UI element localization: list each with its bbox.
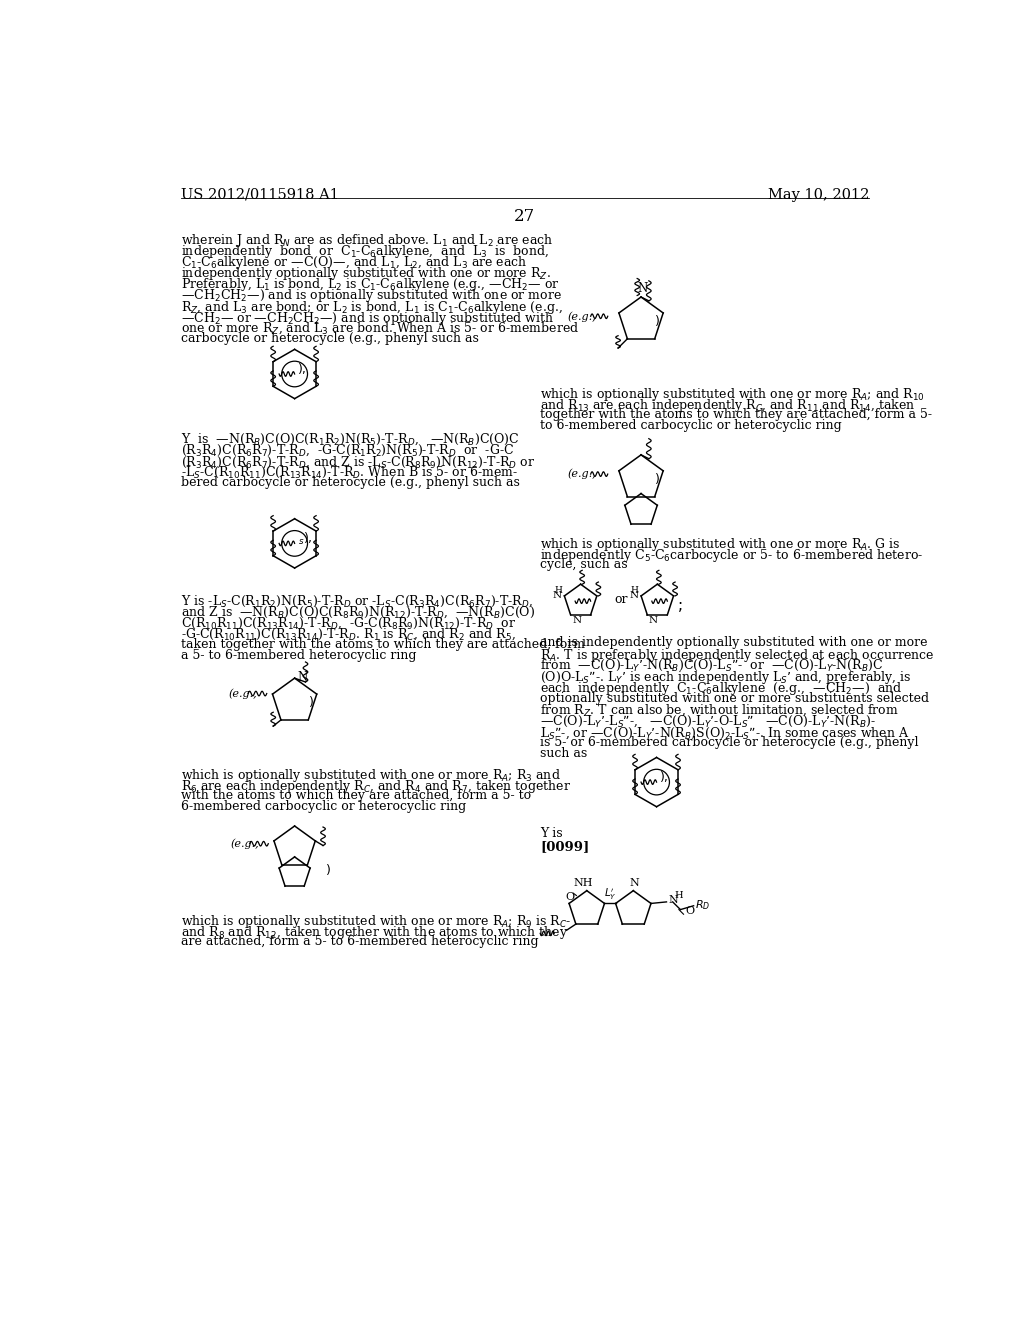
Text: which is optionally substituted with one or more R$_A$; and R$_{10}$: which is optionally substituted with one… xyxy=(541,385,925,403)
Text: ): ) xyxy=(326,863,331,876)
Text: H: H xyxy=(674,891,683,900)
Text: ): ) xyxy=(655,473,659,486)
Text: US 2012/0115918 A1: US 2012/0115918 A1 xyxy=(180,187,339,202)
Text: R$_Z$, and L$_3$ are bond; or L$_2$ is bond, L$_1$ is C$_1$-C$_6$alkylene (e.g.,: R$_Z$, and L$_3$ are bond; or L$_2$ is b… xyxy=(180,298,562,315)
Text: ): ) xyxy=(308,696,313,709)
Text: to 6-membered carbocyclic or heterocyclic ring: to 6-membered carbocyclic or heterocycli… xyxy=(541,418,842,432)
Text: and Z is  —N(R$_B$)C(O)C(R$_8$R$_9$)N(R$_{12}$)-T-R$_D$,  —N(R$_B$)C(O): and Z is —N(R$_B$)C(O)C(R$_8$R$_9$)N(R$_… xyxy=(180,605,535,620)
Text: May 10, 2012: May 10, 2012 xyxy=(768,187,869,202)
Text: -G-C(R$_{10}$R$_{11}$)C(R$_{13}$R$_{14}$)-T-R$_D$. R$_1$ is R$_C$, and R$_2$ and: -G-C(R$_{10}$R$_{11}$)C(R$_{13}$R$_{14}$… xyxy=(180,627,515,643)
Text: such as: such as xyxy=(541,747,588,760)
Text: Y  is  —N(R$_B$)C(O)C(R$_1$R$_2$)N(R$_5$)-T-R$_D$,   —N(R$_B$)C(O)C: Y is —N(R$_B$)C(O)C(R$_1$R$_2$)N(R$_5$)-… xyxy=(180,432,519,447)
Text: N: N xyxy=(638,281,648,294)
Text: (R$_3$R$_4$)C(R$_6$R$_7$)-T-R$_D$, and Z is -L$_S$-C(R$_8$R$_9$)N(R$_{12}$)-T-R$: (R$_3$R$_4$)C(R$_6$R$_7$)-T-R$_D$, and Z… xyxy=(180,454,535,470)
Text: H: H xyxy=(554,586,562,595)
Text: are attached, form a 5- to 6-membered heterocyclic ring: are attached, form a 5- to 6-membered he… xyxy=(180,936,539,948)
Text: which is optionally substituted with one or more R$_A$; R$_9$ is R$_{C}$-: which is optionally substituted with one… xyxy=(180,913,571,931)
Text: bered carbocycle or heterocycle (e.g., phenyl such as: bered carbocycle or heterocycle (e.g., p… xyxy=(180,477,519,490)
Text: H: H xyxy=(631,586,639,595)
Text: O: O xyxy=(565,892,574,902)
Text: $R_D$: $R_D$ xyxy=(695,898,711,912)
Text: N: N xyxy=(630,590,639,599)
Text: R$_A$. T is preferably independently selected at each occurrence: R$_A$. T is preferably independently sel… xyxy=(541,647,935,664)
Text: which is optionally substituted with one or more R$_A$; R$_3$ and: which is optionally substituted with one… xyxy=(180,767,560,784)
Text: NH: NH xyxy=(573,878,594,887)
Text: ),: ), xyxy=(659,771,669,784)
Text: Y is -L$_S$-C(R$_1$R$_2$)N(R$_5$)-T-R$_D$ or -L$_S$-C(R$_3$R$_4$)C(R$_6$R$_7$)-T: Y is -L$_S$-C(R$_1$R$_2$)N(R$_5$)-T-R$_D… xyxy=(180,594,532,609)
Text: [0099]: [0099] xyxy=(541,841,590,854)
Text: or: or xyxy=(614,593,628,606)
Text: independently optionally substituted with one or more R$_Z$.: independently optionally substituted wit… xyxy=(180,265,551,282)
Text: one or more R$_Z$, and L$_3$ are bond. When A is 5- or 6-membered: one or more R$_Z$, and L$_3$ are bond. W… xyxy=(180,321,579,337)
Text: N: N xyxy=(297,671,307,684)
Text: N: N xyxy=(649,616,658,626)
Text: taken together with the atoms to which they are attached, form: taken together with the atoms to which t… xyxy=(180,638,585,651)
Text: (O)O-L$_S$”-. L$_Y$’ is each independently L$_S$’ and, preferably, is: (O)O-L$_S$”-. L$_Y$’ is each independent… xyxy=(541,669,911,686)
Text: C(R$_{10}$R$_{11}$)C(R$_{13}$R$_{14}$)-T-R$_D$,  -G-C(R$_8$R$_9$)N(R$_{12}$)-T-R: C(R$_{10}$R$_{11}$)C(R$_{13}$R$_{14}$)-T… xyxy=(180,615,516,631)
Text: R$_6$ are each independently R$_C$, and R$_4$ and R$_7$, taken together: R$_6$ are each independently R$_C$, and … xyxy=(180,777,570,795)
Text: optionally substituted with one or more substituents selected: optionally substituted with one or more … xyxy=(541,692,930,705)
Text: from R$_Z$. T can also be, without limitation, selected from: from R$_Z$. T can also be, without limit… xyxy=(541,702,899,718)
Text: cycle, such as: cycle, such as xyxy=(541,558,628,572)
Text: is 5- or 6-membered carbocycle or heterocycle (e.g., phenyl: is 5- or 6-membered carbocycle or hetero… xyxy=(541,737,919,750)
Text: N: N xyxy=(553,590,562,599)
Text: Y is: Y is xyxy=(541,826,563,840)
Text: independently  bond  or  C$_1$-C$_6$alkylene,  and  L$_3$  is  bond,: independently bond or C$_1$-C$_6$alkylen… xyxy=(180,243,549,260)
Text: ),: ), xyxy=(298,363,306,376)
Text: and R$_{13}$ are each independently R$_C$, and R$_{11}$ and R$_{14}$, taken: and R$_{13}$ are each independently R$_C… xyxy=(541,397,915,413)
Text: N: N xyxy=(629,878,639,887)
Text: N: N xyxy=(572,616,582,626)
Text: a 5- to 6-membered heterocyclic ring: a 5- to 6-membered heterocyclic ring xyxy=(180,649,416,663)
Text: (e.g.,: (e.g., xyxy=(230,838,259,849)
Text: O: O xyxy=(685,906,694,916)
Text: which is optionally substituted with one or more R$_A$. G is: which is optionally substituted with one… xyxy=(541,536,901,553)
Text: -L$_S$-C(R$_{10}$R$_{11}$)C(R$_{13}$R$_{14}$)-T-R$_D$. When B is 5- or 6-mem-: -L$_S$-C(R$_{10}$R$_{11}$)C(R$_{13}$R$_{… xyxy=(180,465,518,480)
Text: L$_S$”-, or —C(O)-L$_Y$’-N(R$_B$)S(O)$_2$-L$_S$”-. In some cases when A: L$_S$”-, or —C(O)-L$_Y$’-N(R$_B$)S(O)$_2… xyxy=(541,725,910,741)
Text: —CH$_2$— or —CH$_2$CH$_2$—) and is optionally substituted with: —CH$_2$— or —CH$_2$CH$_2$—) and is optio… xyxy=(180,310,554,327)
Text: C$_1$-C$_6$alkylene or —C(O)—, and L$_1$, L$_2$, and L$_3$ are each: C$_1$-C$_6$alkylene or —C(O)—, and L$_1$… xyxy=(180,253,527,271)
Text: from  —C(O)-L$_Y$’-N(R$_B$)C(O)-L$_S$”-  or  —C(O)-L$_Y$-N(R$_B$)C: from —C(O)-L$_Y$’-N(R$_B$)C(O)-L$_S$”- o… xyxy=(541,659,884,673)
Text: 6-membered carbocyclic or heterocyclic ring: 6-membered carbocyclic or heterocyclic r… xyxy=(180,800,466,813)
Text: $_s$),: $_s$), xyxy=(298,531,312,546)
Text: 27: 27 xyxy=(514,209,536,226)
Text: N: N xyxy=(668,895,678,904)
Text: carbocycle or heterocycle (e.g., phenyl such as: carbocycle or heterocycle (e.g., phenyl … xyxy=(180,333,478,345)
Text: with the atoms to which they are attached, form a 5- to: with the atoms to which they are attache… xyxy=(180,789,530,803)
Text: independently C$_5$-C$_6$carbocycle or 5- to 6-membered hetero-: independently C$_5$-C$_6$carbocycle or 5… xyxy=(541,546,924,564)
Text: —C(O)-L$_Y$’-L$_S$”-,   —C(O)-L$_Y$’-O-L$_S$”   —C(O)-L$_Y$’-N(R$_B$)-: —C(O)-L$_Y$’-L$_S$”-, —C(O)-L$_Y$’-O-L$_… xyxy=(541,714,877,730)
Text: Preferably, L$_1$ is bond, L$_2$ is C$_1$-C$_6$alkylene (e.g., —CH$_2$— or: Preferably, L$_1$ is bond, L$_2$ is C$_1… xyxy=(180,276,559,293)
Text: (e.g.,: (e.g., xyxy=(567,312,596,322)
Text: (e.g.,: (e.g., xyxy=(567,469,596,479)
Text: and is independently optionally substituted with one or more: and is independently optionally substitu… xyxy=(541,636,928,649)
Text: and R$_8$ and R$_{12}$, taken together with the atoms to which they: and R$_8$ and R$_{12}$, taken together w… xyxy=(180,924,568,941)
Text: each  independently  C$_1$-C$_6$alkylene  (e.g.,  —CH$_2$—)  and: each independently C$_1$-C$_6$alkylene (… xyxy=(541,681,902,697)
Text: together with the atoms to which they are attached, form a 5-: together with the atoms to which they ar… xyxy=(541,408,932,421)
Text: (R$_3$R$_4$)C(R$_6$R$_7$)-T-R$_D$,  -G-C(R$_1$R$_2$)N(R$_5$)-T-R$_D$  or  -G-C: (R$_3$R$_4$)C(R$_6$R$_7$)-T-R$_D$, -G-C(… xyxy=(180,444,514,458)
Text: ): ) xyxy=(655,315,659,329)
Text: $L_Y'$: $L_Y'$ xyxy=(604,887,616,902)
Text: (e.g.,: (e.g., xyxy=(228,688,257,698)
Text: ;: ; xyxy=(678,598,683,612)
Text: —CH$_2$CH$_2$—) and is optionally substituted with one or more: —CH$_2$CH$_2$—) and is optionally substi… xyxy=(180,288,562,305)
Text: wherein J and R$_N$ are as defined above. L$_1$ and L$_2$ are each: wherein J and R$_N$ are as defined above… xyxy=(180,231,553,248)
